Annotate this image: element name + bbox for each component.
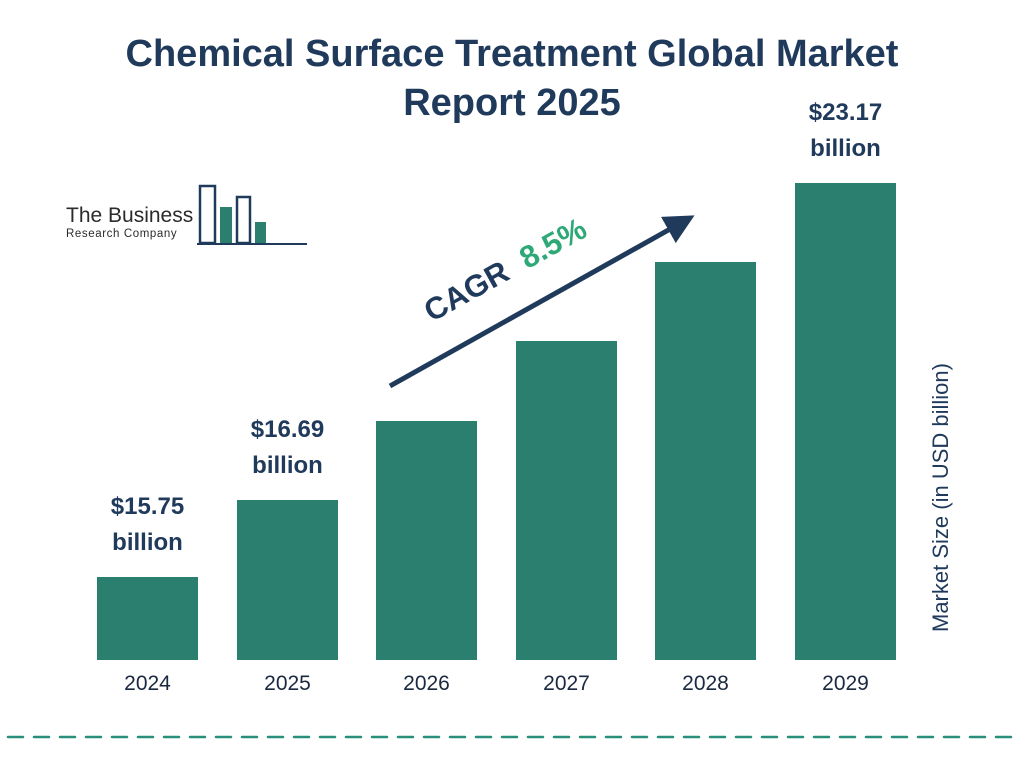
- logo-company-subtitle: Research Company: [66, 228, 178, 240]
- bar-column-2028: 2028: [655, 0, 756, 695]
- value-label-2025: $16.69 billion: [250, 416, 325, 479]
- logo-text: The Business Research Company: [66, 204, 193, 246]
- bar-2026: [376, 421, 477, 660]
- bar-column-2027: 2027: [516, 0, 617, 695]
- bar-2028: [655, 262, 756, 660]
- bar-column-2029: $23.17 billion 2029: [795, 0, 896, 695]
- bar-chart-logo-icon: [197, 184, 308, 245]
- bar-column-2024: $15.75 billion 2024: [97, 0, 198, 695]
- y-axis-label: Market Size (in USD billion): [928, 363, 953, 633]
- year-label-2029: 2029: [822, 672, 869, 695]
- bar-column-2026: 2026: [376, 0, 477, 695]
- year-label-2027: 2027: [543, 672, 590, 695]
- bar-2029: [795, 183, 896, 660]
- bar-2024: [97, 577, 198, 660]
- year-label-2025: 2025: [264, 672, 311, 695]
- bar-column-2025: $16.69 billion 2025: [237, 0, 338, 695]
- bar-2025: [237, 500, 338, 660]
- year-label-2028: 2028: [682, 672, 729, 695]
- bar-chart: $15.75 billion 2024 $16.69 billion 2025 2026…: [97, 0, 907, 695]
- value-label-2029: $23.17 billion: [808, 99, 883, 162]
- logo-company-name: The Business: [66, 204, 194, 227]
- logo: The Business Research Company: [66, 182, 309, 246]
- year-label-2026: 2026: [403, 672, 450, 695]
- year-label-2024: 2024: [124, 672, 171, 695]
- bar-2027: [516, 341, 617, 660]
- dashed-divider: [6, 735, 1018, 739]
- value-label-2024: $15.75 billion: [110, 493, 185, 556]
- page-title: Chemical Surface Treatment Global Market…: [125, 33, 899, 124]
